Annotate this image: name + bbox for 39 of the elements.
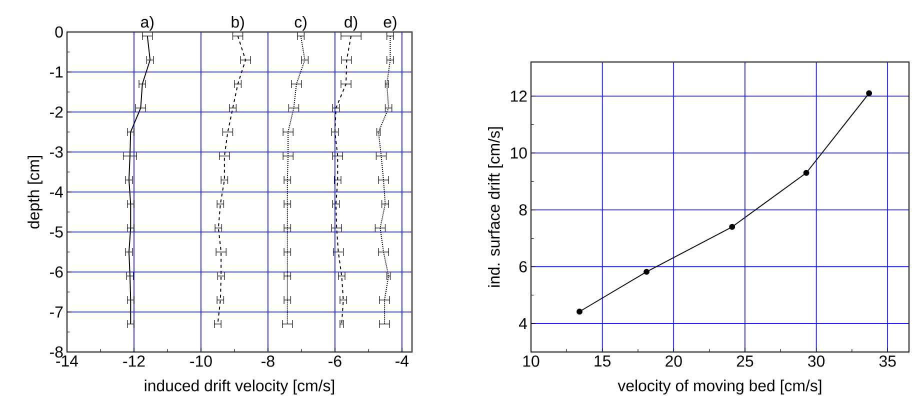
series-label: a) xyxy=(140,16,154,31)
y-tick-label: -1 xyxy=(50,66,63,78)
x-axis-title: induced drift velocity [cm/s] xyxy=(144,380,334,394)
y-tick-label: 8 xyxy=(519,204,527,216)
y-axis-title: ind. surface drift [cm/s] xyxy=(488,127,503,287)
x-tick-label: 30 xyxy=(808,356,825,367)
x-tick-label: 25 xyxy=(736,356,754,367)
y-tick-label: 10 xyxy=(510,147,527,159)
y-tick-label: -6 xyxy=(50,266,63,278)
x-tick-label: -4 xyxy=(396,356,409,366)
y-axis-title: depth [cm] xyxy=(28,156,42,229)
y-tick-label: 0 xyxy=(55,26,63,38)
y-tick-label: 12 xyxy=(510,90,527,102)
x-tick-label: -14 xyxy=(56,356,78,366)
x-tick-label: -8 xyxy=(262,356,274,367)
y-tick-label: -2 xyxy=(50,106,63,118)
y-tick-label: 6 xyxy=(519,261,527,272)
point xyxy=(729,224,736,230)
y-tick-label: -3 xyxy=(50,146,63,158)
series-label: e) xyxy=(384,16,396,31)
x-tick-label: -12 xyxy=(123,356,145,367)
series-label: b) xyxy=(232,16,244,31)
point xyxy=(576,308,582,315)
y-tick-label: -4 xyxy=(50,186,64,198)
x-tick-label: 35 xyxy=(879,356,896,367)
point xyxy=(866,90,872,96)
y-tick-label: 4 xyxy=(518,318,528,330)
point xyxy=(644,268,650,275)
x-tick-label: 15 xyxy=(594,356,611,367)
x-tick-label: -10 xyxy=(190,356,212,367)
y-tick-label: -8 xyxy=(50,346,63,358)
series-label: c) xyxy=(294,16,306,31)
series-label: d) xyxy=(344,16,358,31)
x-axis-title: velocity of moving bed [cm/s] xyxy=(618,380,822,394)
y-tick-label: -7 xyxy=(50,306,63,318)
x-tick-label: -6 xyxy=(328,356,342,367)
point xyxy=(803,170,810,176)
x-tick-label: 20 xyxy=(666,356,682,367)
y-tick-label: -5 xyxy=(50,226,63,238)
